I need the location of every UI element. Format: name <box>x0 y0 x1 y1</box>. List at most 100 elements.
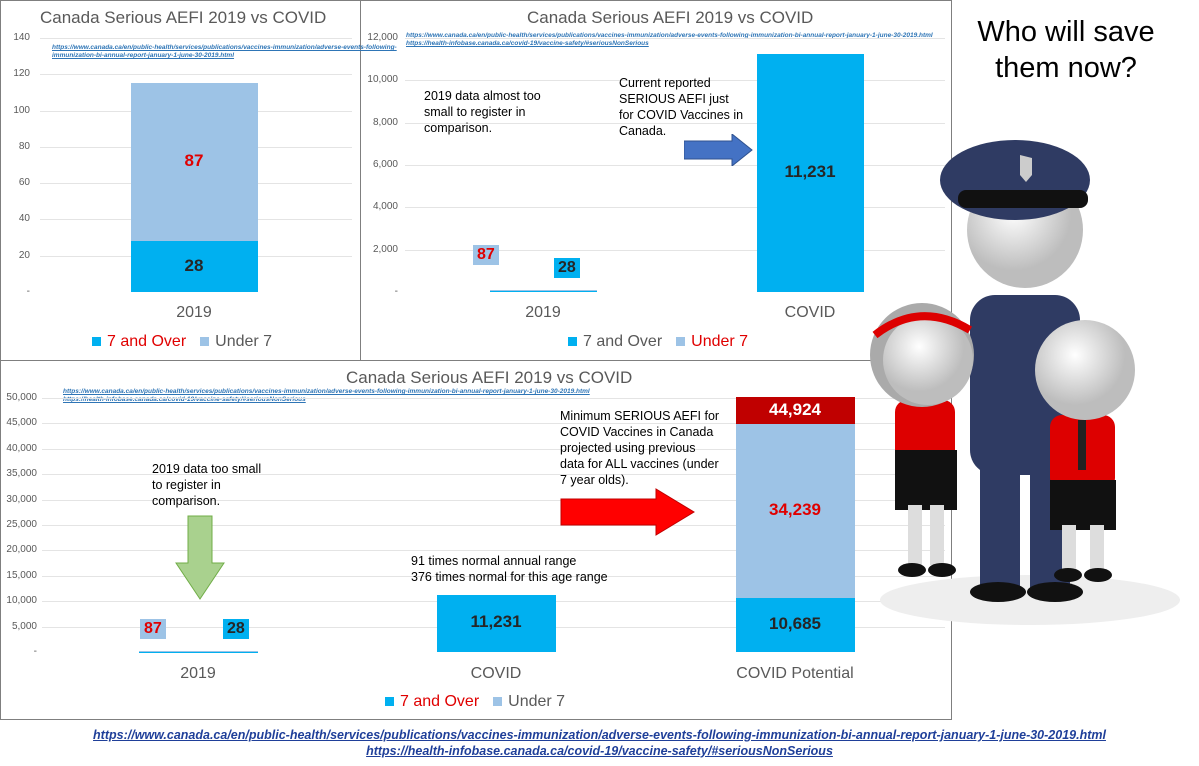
legend-swatch <box>493 697 503 706</box>
bar-7-and-over: 11,231 <box>436 594 556 652</box>
gridline <box>405 165 945 166</box>
y-tick-label: 35,000 <box>6 468 37 480</box>
red-arrow-icon <box>560 488 695 536</box>
legend-label: Under 7 <box>508 693 566 710</box>
y-tick-label: 30,000 <box>6 493 37 505</box>
callout-label: 28 <box>223 619 249 639</box>
y-tick-label: 140 <box>13 32 30 43</box>
gridline <box>42 423 945 425</box>
callout-label: 87 <box>473 245 499 265</box>
source-url[interactable]: https://www.canada.ca/en/public-health/s… <box>63 388 590 395</box>
x-category-label: COVID Potential <box>736 665 854 682</box>
footer-url-2[interactable]: https://health-infobase.canada.ca/covid-… <box>366 744 833 758</box>
legend-item: Under 7 <box>493 693 565 711</box>
chart-title: Canada Serious AEFI 2019 vs COVID <box>40 8 327 27</box>
y-tick-label: 6,000 <box>372 159 398 170</box>
legend: 7 and Over Under 7 <box>92 333 272 351</box>
gridline <box>42 474 945 476</box>
y-tick-label: 40,000 <box>6 442 37 454</box>
data-label: 11,231 <box>470 612 522 632</box>
y-tick-label: 12,000 <box>367 32 398 43</box>
legend-label: 7 and Over <box>583 333 663 350</box>
data-label: 87 <box>184 151 204 171</box>
chart-title: Canada Serious AEFI 2019 vs COVID <box>346 368 633 387</box>
bar-total: 44,924 <box>735 397 855 424</box>
x-category-label: COVID <box>784 304 836 321</box>
legend-label: Under 7 <box>215 333 273 350</box>
legend: 7 and Over Under 7 <box>568 333 748 351</box>
legend-label: 7 and Over <box>107 333 187 350</box>
annotation-2019-too-small: 2019 data too small to register in compa… <box>152 462 262 508</box>
legend-item: 7 and Over <box>385 693 479 711</box>
y-tick-label: - <box>26 286 30 297</box>
y-tick-label: 10,000 <box>6 595 37 607</box>
y-tick-label: 80 <box>18 140 30 152</box>
y-tick-label: 5,000 <box>11 620 37 632</box>
green-down-arrow-icon <box>175 515 225 600</box>
x-category-label: 2019 <box>176 304 212 321</box>
y-tick-label: - <box>394 286 398 297</box>
legend: 7 and Over Under 7 <box>385 693 565 711</box>
y-tick-label: 40 <box>18 213 30 225</box>
annotation-2019-small: 2019 data almost too small to register i… <box>424 89 541 135</box>
blue-arrow-icon <box>684 134 753 166</box>
gridline <box>40 38 352 39</box>
legend-label: Under 7 <box>691 333 749 350</box>
gridline <box>42 448 945 450</box>
data-label: 28 <box>184 255 204 275</box>
source-url[interactable]: https://health-infobase.canada.ca/covid-… <box>406 40 649 47</box>
legend-swatch <box>568 337 577 346</box>
y-tick-label: 60 <box>18 177 30 189</box>
y-tick-label: 15,000 <box>6 569 37 581</box>
annotation-91-times: 91 times normal annual range <box>411 554 577 568</box>
gridline <box>42 525 945 526</box>
legend-item: 7 and Over <box>568 333 662 351</box>
callout-label: 28 <box>554 258 580 278</box>
x-category-label: 2019 <box>180 665 216 682</box>
y-tick-label: 4,000 <box>372 201 398 213</box>
bar-7-and-over <box>489 291 597 292</box>
legend-label: 7 and Over <box>400 693 480 710</box>
legend-swatch <box>385 697 394 706</box>
y-tick-label: 2,000 <box>372 243 398 255</box>
x-category-label: COVID <box>470 665 522 682</box>
data-label: 11,231 <box>784 162 836 182</box>
y-tick-label: 25,000 <box>6 519 37 530</box>
legend-item: Under 7 <box>676 333 748 351</box>
legend-swatch <box>676 337 686 346</box>
footer-url-1[interactable]: https://www.canada.ca/en/public-health/s… <box>93 728 1106 742</box>
annotation-376-times: 376 times normal for this age range <box>411 570 608 584</box>
gridline <box>405 122 945 124</box>
gridline <box>42 550 945 552</box>
y-tick-label: 45,000 <box>6 417 37 429</box>
annotation-projection: Minimum SERIOUS AEFI for COVID Vaccines … <box>560 409 720 487</box>
y-tick-label: 50,000 <box>6 392 37 403</box>
source-url[interactable]: https://www.canada.ca/en/public-health/s… <box>406 32 933 39</box>
y-tick-label: 100 <box>13 104 30 116</box>
legend-item: 7 and Over <box>92 333 186 351</box>
y-tick-label: 8,000 <box>372 116 398 128</box>
source-url[interactable]: immunization-bi-annual-report-january-1-… <box>52 52 235 59</box>
legend-swatch <box>92 337 101 346</box>
gridline <box>42 499 945 501</box>
gridline <box>42 575 945 577</box>
y-tick-label: 20,000 <box>6 544 37 556</box>
data-label: 10,685 <box>769 613 821 633</box>
gridline <box>405 207 945 209</box>
data-label: 34,239 <box>769 499 821 519</box>
legend-swatch <box>200 337 210 346</box>
gridline <box>40 74 352 76</box>
gridline <box>42 398 945 399</box>
y-tick-label: - <box>33 646 37 657</box>
bar-7-and-over: 11,231 <box>756 54 864 292</box>
x-category-label: 2019 <box>525 304 561 321</box>
source-url[interactable]: https://www.canada.ca/en/public-health/s… <box>52 44 397 51</box>
y-tick-label: 20 <box>18 249 30 261</box>
police-and-children-illustration <box>870 140 1180 625</box>
legend-item: Under 7 <box>200 333 272 351</box>
callout-label: 87 <box>140 619 166 639</box>
bar-7-and-over: 28 <box>130 241 258 292</box>
annotation-covid-current: Current reported SERIOUS AEFI just for C… <box>619 76 744 138</box>
data-label: 44,924 <box>769 399 821 419</box>
source-url[interactable]: https://health-infobase.canada.ca/covid-… <box>63 396 306 403</box>
